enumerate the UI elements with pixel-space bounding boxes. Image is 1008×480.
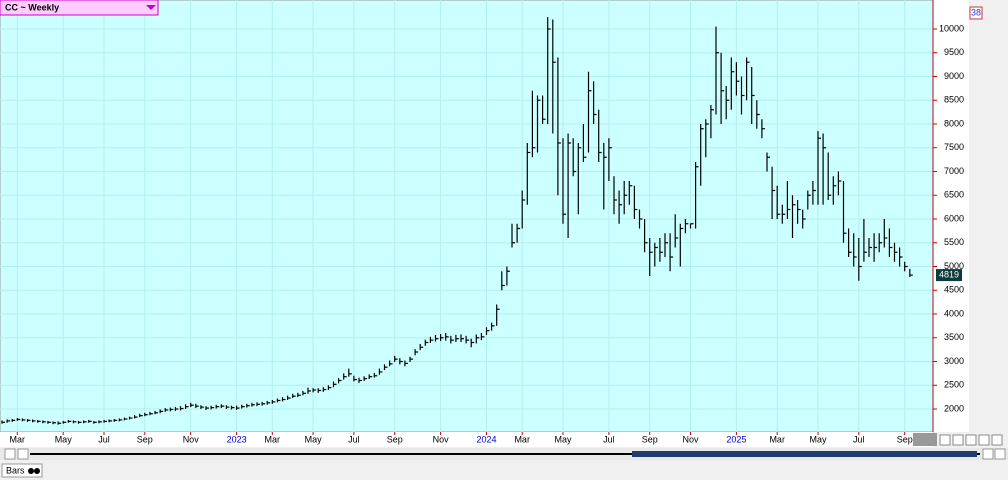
tool-button[interactable]	[939, 434, 951, 446]
y-tick-label: 6500	[944, 190, 964, 200]
last-price-box	[936, 269, 962, 282]
x-tick-label: May	[554, 434, 572, 444]
y-tick-label: 2500	[944, 380, 964, 390]
y-tick-label: 3000	[944, 356, 964, 366]
scroll-button[interactable]	[982, 448, 994, 460]
x-tick-label: 2023	[227, 434, 247, 444]
tool-button[interactable]	[991, 434, 1003, 446]
y-tick-label: 6000	[944, 213, 964, 223]
tool-button[interactable]	[965, 434, 977, 446]
badge-box[interactable]	[969, 6, 983, 20]
x-tick-label: Jul	[603, 434, 615, 444]
y-tick-label: 10000	[939, 23, 964, 33]
x-tick-label: May	[55, 434, 73, 444]
x-tick-label: Sep	[642, 434, 658, 444]
y-tick-label: 7500	[944, 142, 964, 152]
badge[interactable]: 38	[971, 7, 981, 17]
toolbar	[939, 434, 1003, 446]
y-tick-label: 8500	[944, 95, 964, 105]
y-tick-label: 5500	[944, 237, 964, 247]
x-tick-label: May	[809, 434, 827, 444]
tab-icon	[34, 468, 40, 474]
y-tick-label: 5000	[944, 261, 964, 271]
x-tick-label: Mar	[265, 434, 281, 444]
x-tick-label: Sep	[137, 434, 153, 444]
x-tick-label: Mar	[514, 434, 530, 444]
chart-title: CC ~ Weekly	[5, 2, 59, 12]
dropdown-arrow[interactable]	[146, 5, 156, 10]
y-tick-label: 4000	[944, 308, 964, 318]
y-tick-label: 8000	[944, 118, 964, 128]
symbol-box[interactable]	[0, 0, 159, 16]
x-tick-label: 2025	[726, 434, 746, 444]
scroll-button[interactable]	[994, 448, 1006, 460]
time-axis	[0, 432, 933, 447]
scroll-button[interactable]	[17, 448, 29, 460]
scroll-button[interactable]	[4, 448, 16, 460]
x-tick-label: Sep	[897, 434, 913, 444]
y-tick-label: 7000	[944, 166, 964, 176]
x-tick-label: Jul	[348, 434, 360, 444]
y-tick-label: 4500	[944, 285, 964, 295]
x-tick-label: Mar	[10, 434, 26, 444]
y-tick-label: 9500	[944, 47, 964, 57]
price-axis	[933, 0, 969, 432]
x-tick-label: Sep	[387, 434, 403, 444]
x-tick-label: May	[305, 434, 323, 444]
last-price-label: 4819	[939, 269, 959, 279]
tab-icon	[28, 468, 34, 474]
tool-button[interactable]	[952, 434, 964, 446]
y-tick-label: 9000	[944, 71, 964, 81]
x-tick-label: Nov	[682, 434, 699, 444]
bottom-label[interactable]: Bars	[6, 465, 25, 475]
x-tick-label: Mar	[769, 434, 785, 444]
x-tick-label: Nov	[183, 434, 200, 444]
tool-button[interactable]	[978, 434, 990, 446]
x-tick-label: Nov	[433, 434, 450, 444]
y-tick-label: 3500	[944, 332, 964, 342]
x-tick-label: Jul	[853, 434, 865, 444]
x-tick-label: 2024	[476, 434, 496, 444]
plot	[0, 0, 933, 432]
scroll-thumb[interactable]	[632, 451, 977, 457]
x-tick-label: Jul	[98, 434, 110, 444]
axis-corner	[913, 433, 937, 446]
y-tick-label: 2000	[944, 403, 964, 413]
side-panel	[969, 0, 1008, 432]
